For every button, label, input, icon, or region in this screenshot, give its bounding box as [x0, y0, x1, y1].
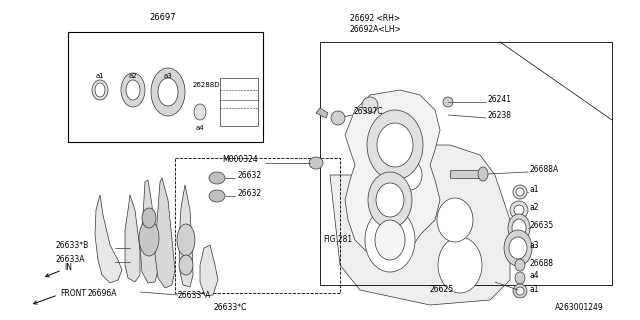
Ellipse shape: [515, 272, 525, 284]
Polygon shape: [330, 145, 510, 305]
Polygon shape: [450, 170, 480, 178]
Ellipse shape: [179, 255, 193, 275]
Ellipse shape: [362, 97, 378, 113]
Ellipse shape: [516, 287, 524, 295]
Ellipse shape: [512, 219, 526, 237]
Ellipse shape: [368, 172, 412, 228]
Ellipse shape: [514, 205, 524, 215]
Text: 26688A: 26688A: [530, 165, 559, 174]
Ellipse shape: [158, 78, 178, 106]
Text: 26696A: 26696A: [88, 289, 118, 298]
Ellipse shape: [151, 68, 185, 116]
Text: a4: a4: [196, 125, 204, 131]
Text: 26688: 26688: [530, 259, 554, 268]
Text: a2: a2: [530, 204, 540, 212]
Ellipse shape: [515, 259, 525, 271]
Text: 26633*C: 26633*C: [213, 303, 246, 313]
Text: 26288D: 26288D: [193, 82, 221, 88]
Polygon shape: [140, 180, 158, 283]
Text: 26397C: 26397C: [354, 108, 383, 116]
Ellipse shape: [398, 160, 422, 190]
Text: a3: a3: [530, 242, 540, 251]
Text: a4: a4: [530, 271, 540, 281]
Text: a1: a1: [530, 284, 540, 293]
Ellipse shape: [478, 167, 488, 181]
Polygon shape: [125, 195, 140, 282]
Polygon shape: [345, 90, 440, 260]
Ellipse shape: [508, 214, 530, 242]
Ellipse shape: [309, 157, 323, 169]
Text: 26633*A: 26633*A: [178, 291, 211, 300]
Ellipse shape: [443, 97, 453, 107]
Polygon shape: [179, 185, 193, 287]
Text: 26625: 26625: [430, 285, 454, 294]
Ellipse shape: [194, 104, 206, 120]
Text: A263001249: A263001249: [555, 303, 604, 312]
Ellipse shape: [142, 208, 156, 228]
Bar: [175, 158, 340, 293]
Ellipse shape: [365, 208, 415, 272]
Text: 26633*B: 26633*B: [55, 241, 88, 250]
Text: 26241: 26241: [488, 95, 512, 105]
Ellipse shape: [126, 80, 140, 100]
Text: 26632: 26632: [237, 189, 261, 198]
Polygon shape: [95, 195, 122, 283]
Ellipse shape: [92, 80, 108, 100]
Text: 26632: 26632: [237, 172, 261, 180]
Text: 26633A: 26633A: [55, 255, 84, 265]
Text: a1: a1: [95, 73, 104, 79]
Ellipse shape: [438, 237, 482, 293]
Text: 26635: 26635: [530, 221, 554, 230]
Text: FRONT: FRONT: [60, 289, 86, 298]
Ellipse shape: [516, 188, 524, 196]
Ellipse shape: [509, 237, 527, 259]
Text: 26238: 26238: [488, 111, 512, 121]
Ellipse shape: [139, 220, 159, 256]
Polygon shape: [155, 178, 175, 288]
Ellipse shape: [367, 110, 423, 180]
Ellipse shape: [375, 220, 405, 260]
Ellipse shape: [504, 230, 532, 266]
Text: a3: a3: [164, 73, 172, 79]
Text: M000324: M000324: [222, 156, 258, 164]
Polygon shape: [200, 245, 218, 296]
Ellipse shape: [377, 123, 413, 167]
Ellipse shape: [121, 73, 145, 107]
Ellipse shape: [331, 111, 345, 125]
Text: FIG.281: FIG.281: [323, 236, 352, 244]
Text: a1: a1: [530, 186, 540, 195]
Ellipse shape: [209, 172, 225, 184]
Bar: [220, 78, 258, 126]
Bar: [68, 32, 263, 142]
Text: 26697: 26697: [150, 13, 176, 22]
Text: a2: a2: [129, 73, 138, 79]
Ellipse shape: [177, 224, 195, 256]
Ellipse shape: [209, 190, 225, 202]
Ellipse shape: [437, 198, 473, 242]
Polygon shape: [316, 108, 328, 118]
Text: 26692 <RH>: 26692 <RH>: [350, 14, 400, 23]
Ellipse shape: [376, 183, 404, 217]
Ellipse shape: [513, 185, 527, 199]
Text: IN: IN: [64, 263, 72, 273]
Ellipse shape: [510, 201, 528, 219]
Ellipse shape: [513, 284, 527, 298]
Ellipse shape: [95, 83, 105, 97]
Text: 26692A<LH>: 26692A<LH>: [350, 25, 402, 34]
